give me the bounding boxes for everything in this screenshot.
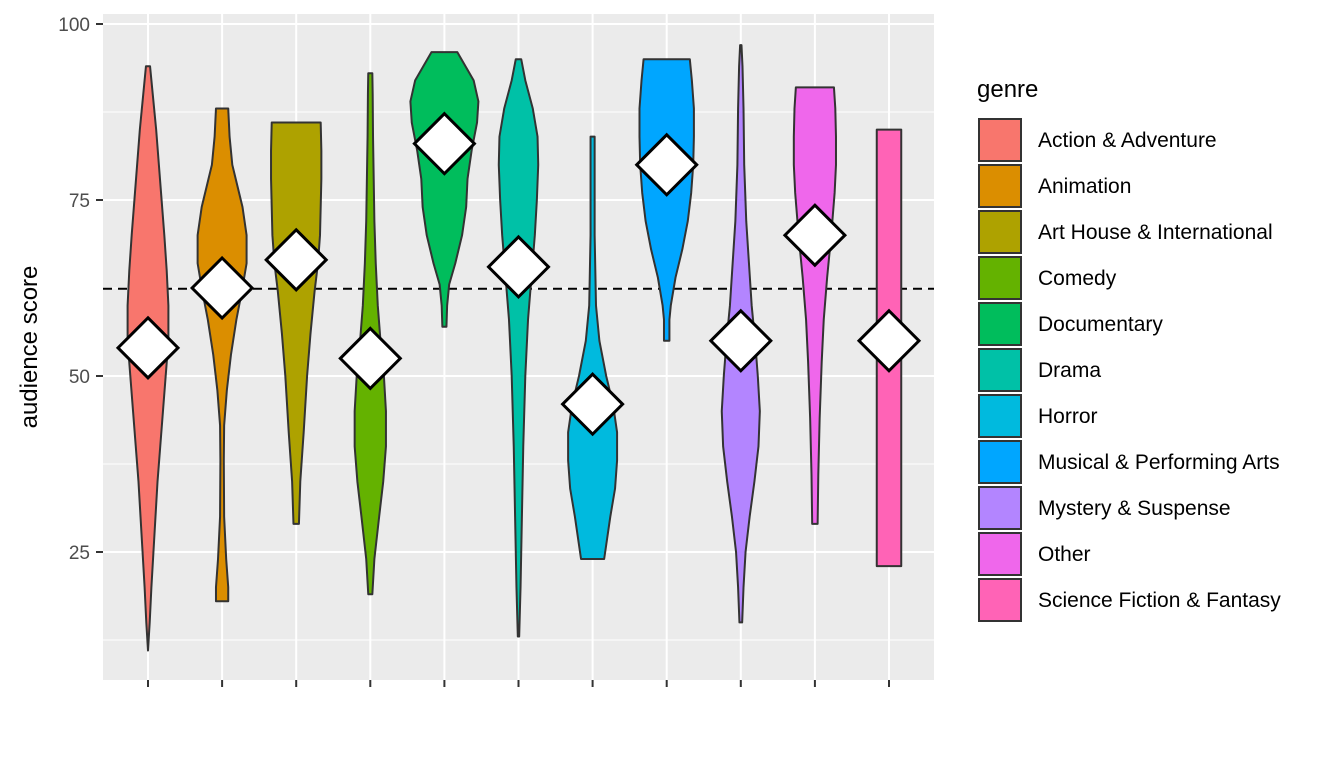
legend-label: Musical & Performing Arts — [1038, 451, 1280, 474]
violin-7 — [638, 58, 695, 342]
legend-label: Action & Adventure — [1038, 129, 1217, 152]
mean-marker-4 — [412, 111, 477, 176]
mean-marker-8 — [708, 308, 773, 373]
legend-title: genre — [977, 76, 1038, 103]
mean-marker-10 — [856, 308, 922, 373]
legend-label: Animation — [1038, 175, 1131, 198]
legend-swatch — [978, 302, 1022, 346]
legend-label: Science Fiction & Fantasy — [1038, 589, 1281, 612]
y-tick-label: 50 — [69, 367, 90, 388]
y-tick-label: 100 — [58, 15, 90, 36]
legend-swatch — [978, 578, 1022, 622]
y-axis-title: audience score — [16, 266, 43, 429]
y-tick-label: 75 — [69, 191, 90, 212]
legend-swatch — [978, 394, 1022, 438]
legend-swatch — [978, 348, 1022, 392]
mean-marker-1 — [189, 255, 255, 321]
violin-5 — [497, 58, 540, 638]
y-axis: 25 50 75 100 — [58, 15, 103, 564]
y-tick-label: 25 — [69, 543, 90, 564]
mean-marker-6 — [560, 372, 625, 437]
legend-label: Documentary — [1038, 313, 1163, 336]
legend-swatch — [978, 164, 1022, 208]
mean-markers — [115, 111, 922, 437]
mean-marker-5 — [486, 234, 551, 300]
mean-marker-2 — [264, 227, 329, 292]
legend-swatch — [978, 532, 1022, 576]
violin-9 — [792, 86, 837, 525]
violin-2 — [270, 121, 323, 525]
legend-swatch — [978, 118, 1022, 162]
legend-label: Art House & International — [1038, 221, 1273, 244]
violin-4 — [409, 51, 480, 328]
legend-label: Mystery & Suspense — [1038, 497, 1231, 520]
legend-swatch — [978, 486, 1022, 530]
legend-label: Horror — [1038, 405, 1098, 428]
legend-label: Drama — [1038, 359, 1101, 382]
violin-1 — [196, 107, 248, 603]
x-axis — [147, 680, 890, 687]
legend-label: Comedy — [1038, 267, 1117, 290]
legend-swatch — [978, 256, 1022, 300]
mean-marker-0 — [115, 315, 181, 380]
legend: genre Action & Adventure Animation Art Hou… — [977, 76, 1281, 622]
mean-marker-7 — [634, 132, 699, 197]
mean-marker-9 — [782, 203, 848, 268]
legend-label: Other — [1038, 543, 1091, 566]
legend-swatch — [978, 440, 1022, 484]
legend-swatch — [978, 210, 1022, 254]
legend-items: Action & Adventure Animation Art House & I… — [978, 118, 1281, 622]
violin-6 — [567, 135, 619, 561]
mean-marker-3 — [338, 326, 403, 391]
